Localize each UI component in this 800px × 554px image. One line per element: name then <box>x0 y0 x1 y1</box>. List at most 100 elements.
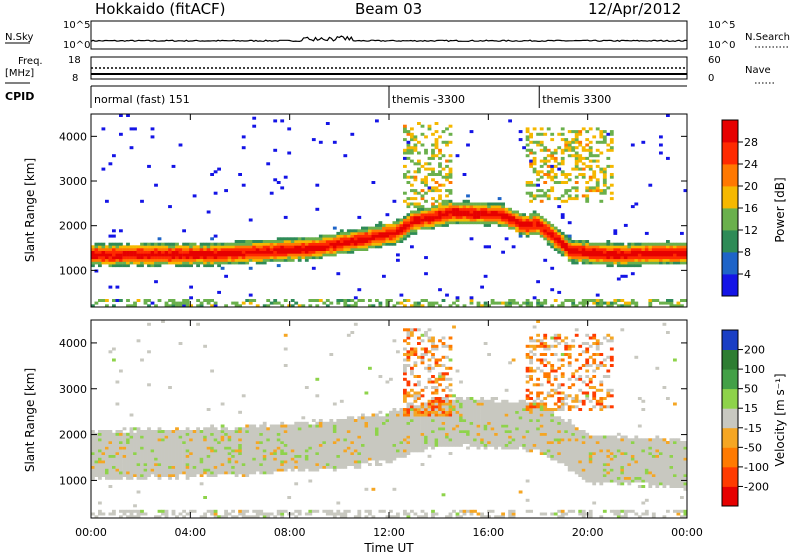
heatmap-cell <box>550 167 555 171</box>
heatmap-cell <box>504 424 509 428</box>
heatmap-cell <box>553 242 558 246</box>
heatmap-cell <box>389 509 393 513</box>
heatmap-cell <box>311 435 316 439</box>
heatmap-cell <box>129 430 134 433</box>
heatmap-cell <box>308 512 313 516</box>
heatmap-cell <box>210 424 214 428</box>
heatmap-cell <box>375 223 379 227</box>
heatmap-cell <box>364 424 369 428</box>
heatmap-cell <box>318 441 323 444</box>
heatmap-cell <box>217 245 221 249</box>
heatmap-cell <box>501 202 505 206</box>
heatmap-cell <box>308 446 313 450</box>
heatmap-cell <box>115 261 120 265</box>
heatmap-cell <box>248 427 253 431</box>
heatmap-cell <box>399 421 404 425</box>
heatmap-cell <box>203 449 207 453</box>
heatmap-cell <box>122 443 127 447</box>
heatmap-cell <box>98 443 102 447</box>
heatmap-cell <box>112 358 116 362</box>
heatmap-cell <box>585 258 590 262</box>
heatmap-cell <box>466 207 470 211</box>
heatmap-cell <box>511 299 516 302</box>
heatmap-cell <box>147 430 151 433</box>
heatmap-cell <box>417 421 421 425</box>
heatmap-cell <box>550 156 555 160</box>
heatmap-cell <box>122 258 127 262</box>
heatmap-cell <box>539 223 544 227</box>
heatmap-cell <box>406 413 411 417</box>
heatmap-cell <box>462 199 467 203</box>
heatmap-cell <box>238 441 242 444</box>
heatmap-cell <box>438 164 442 168</box>
heatmap-cell <box>396 258 400 262</box>
heatmap-cell <box>424 347 428 351</box>
heatmap-cell <box>336 457 341 461</box>
heatmap-cell <box>385 449 390 453</box>
heatmap-cell <box>455 213 460 217</box>
heatmap-cell <box>210 237 214 241</box>
heatmap-cell <box>602 181 607 184</box>
heatmap-cell <box>427 226 432 230</box>
heatmap-cell <box>119 245 123 249</box>
heatmap-cell <box>273 119 278 123</box>
heatmap-cell <box>424 366 428 370</box>
heatmap-cell <box>448 205 453 209</box>
heatmap-cell <box>241 240 246 243</box>
heatmap-cell <box>140 438 144 442</box>
heatmap-cell <box>431 419 435 422</box>
heatmap-cell <box>539 199 544 203</box>
heatmap-cell <box>119 248 123 251</box>
heatmap-cell <box>581 173 586 176</box>
heatmap-cell <box>669 301 674 305</box>
heatmap-cell <box>427 424 432 428</box>
heatmap-cell <box>196 299 200 302</box>
heatmap-cell <box>445 199 449 203</box>
heatmap-cell <box>511 410 516 414</box>
heatmap-cell <box>119 509 123 513</box>
nsky-strip: N.Sky 10^5 10^0 10^5 10^0 N.Search <box>5 20 790 51</box>
heatmap-cell <box>353 446 358 450</box>
heatmap-cell <box>287 242 292 246</box>
heatmap-cell <box>196 441 200 444</box>
heatmap-cell <box>392 446 397 450</box>
heatmap-cell <box>417 441 421 444</box>
heatmap-cell <box>476 443 481 447</box>
heatmap-cell <box>133 441 137 444</box>
heatmap-cell <box>199 457 204 461</box>
heatmap-cell <box>392 424 397 428</box>
heatmap-cell <box>105 438 109 442</box>
heatmap-cell <box>420 299 425 302</box>
heatmap-cell <box>140 253 144 257</box>
heatmap-cell <box>620 248 625 251</box>
heatmap-cell <box>553 248 558 251</box>
heatmap-cell <box>466 205 470 209</box>
heatmap-cell <box>396 452 400 455</box>
heatmap-cell <box>438 405 442 409</box>
heatmap-cell <box>364 435 369 439</box>
heatmap-cell <box>448 413 453 417</box>
heatmap-cell <box>269 240 274 243</box>
heatmap-cell <box>101 452 106 455</box>
heatmap-cell <box>455 441 460 444</box>
heatmap-cell <box>361 435 365 439</box>
heatmap-cell <box>490 441 495 444</box>
heatmap-cell <box>490 435 495 439</box>
heatmap-cell <box>217 256 221 260</box>
heatmap-cell <box>98 261 102 265</box>
heatmap-cell <box>290 443 295 447</box>
heatmap-cell <box>112 468 116 472</box>
heatmap-cell <box>525 181 530 184</box>
heatmap-cell <box>290 299 295 302</box>
heatmap-cell <box>175 301 179 305</box>
heatmap-cell <box>122 474 127 477</box>
heatmap-cell <box>175 465 179 469</box>
heatmap-cell <box>648 242 653 246</box>
heatmap-cell <box>413 205 418 209</box>
heatmap-cell <box>101 441 106 444</box>
heatmap-cell <box>410 427 414 431</box>
heatmap-cell <box>171 435 176 439</box>
heatmap-cell <box>203 432 207 436</box>
heatmap-cell <box>108 446 113 450</box>
heatmap-cell <box>623 258 628 262</box>
